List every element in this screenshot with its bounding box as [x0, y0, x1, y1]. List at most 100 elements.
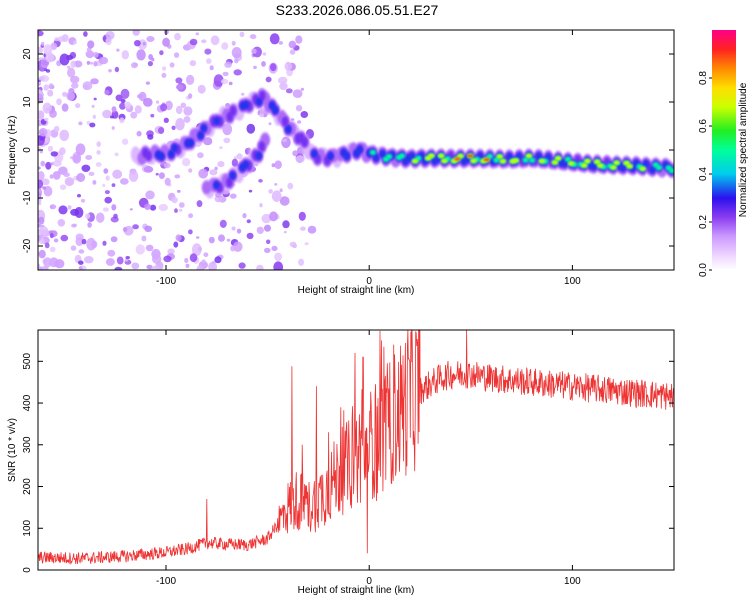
noise-speckle: [146, 36, 155, 42]
noise-speckle: [131, 262, 140, 270]
track-blob: [285, 125, 292, 133]
track-blob: [623, 161, 630, 165]
noise-speckle: [136, 94, 143, 99]
noise-speckle: [162, 37, 171, 47]
noise-speckle: [70, 245, 77, 251]
noise-speckle: [53, 125, 60, 133]
noise-speckle: [175, 105, 183, 115]
track-blob: [496, 154, 503, 159]
noise-speckle: [45, 52, 55, 63]
noise-speckle: [222, 71, 229, 77]
noise-speckle: [38, 146, 41, 153]
noise-speckle: [43, 178, 50, 186]
noise-speckle: [143, 166, 154, 173]
noise-speckle: [92, 114, 97, 119]
x-tick-label: 0: [366, 576, 372, 587]
noise-speckle: [93, 97, 97, 101]
noise-speckle: [259, 203, 263, 208]
snr-panel: -100 0 100 0 100 200 300 400 500 Height of stra…: [7, 329, 675, 596]
y-tick-label: 300: [22, 436, 33, 453]
noise-speckle: [43, 257, 52, 268]
noise-speckle: [120, 88, 130, 99]
track-blob: [470, 158, 477, 163]
noise-speckle: [67, 67, 76, 78]
noise-speckle: [161, 72, 167, 78]
noise-speckle: [163, 117, 169, 124]
noise-speckle: [307, 225, 317, 234]
noise-speckle: [264, 247, 271, 254]
noise-speckle: [95, 212, 105, 223]
track-blob: [259, 90, 266, 101]
track-blob: [522, 157, 529, 163]
noise-speckle: [201, 39, 207, 44]
track-blob: [213, 117, 220, 125]
spectrogram-y-label: Frequency (Hz): [7, 116, 18, 185]
spectrogram-x-ticks: -100 0 100: [156, 30, 581, 287]
noise-speckle: [105, 175, 110, 181]
spectrogram-track-blobs: [130, 87, 674, 199]
noise-speckle: [189, 60, 197, 67]
noise-speckle: [209, 65, 214, 71]
noise-speckle: [66, 65, 71, 69]
noise-speckle: [38, 201, 42, 206]
noise-speckle: [265, 76, 272, 83]
noise-speckle: [96, 141, 101, 147]
noise-speckle: [231, 158, 239, 167]
noise-speckle: [174, 174, 181, 179]
noise-speckle: [203, 137, 213, 146]
noise-speckle: [158, 172, 165, 180]
noise-speckle: [171, 125, 176, 130]
x-tick-label: -100: [156, 276, 176, 287]
noise-speckle: [271, 163, 276, 168]
track-blob: [538, 159, 546, 164]
noise-speckle: [75, 233, 84, 241]
noise-speckle: [59, 129, 70, 141]
noise-speckle: [163, 255, 172, 263]
noise-speckle: [295, 155, 305, 163]
noise-speckle: [234, 156, 238, 160]
noise-speckle: [71, 223, 77, 228]
noise-speckle: [177, 189, 181, 193]
noise-speckle: [208, 236, 215, 244]
noise-speckle: [266, 239, 271, 245]
noise-speckle: [285, 88, 293, 94]
noise-speckle: [38, 76, 45, 81]
noise-speckle: [287, 182, 294, 190]
track-blob: [272, 106, 279, 114]
noise-speckle: [42, 186, 47, 190]
noise-speckle: [158, 203, 168, 212]
noise-speckle: [78, 260, 84, 265]
noise-speckle: [300, 87, 304, 91]
track-blob: [411, 159, 419, 164]
noise-speckle: [147, 61, 153, 67]
track-blob: [168, 150, 175, 158]
noise-speckle: [59, 147, 66, 156]
noise-speckle: [189, 253, 198, 263]
track-blob: [512, 158, 520, 163]
noise-speckle: [175, 234, 182, 242]
y-tick-label: 0: [22, 567, 33, 573]
noise-speckle: [81, 238, 87, 245]
colorbar-label: Normalized spectral amplitude: [738, 82, 749, 217]
noise-speckle: [82, 81, 93, 91]
noise-speckle: [130, 111, 138, 119]
noise-speckle: [81, 164, 91, 172]
x-tick-label: 100: [564, 276, 581, 287]
noise-speckle: [175, 118, 185, 131]
noise-speckle: [188, 213, 194, 219]
noise-speckle: [290, 118, 295, 121]
noise-speckle: [144, 203, 151, 210]
noise-speckle: [221, 42, 229, 50]
noise-speckle: [221, 78, 229, 85]
noise-speckle: [59, 53, 70, 66]
noise-speckle: [269, 33, 280, 45]
colorbar: 0.0 0.2 0.4 0.6 0.8 Normalized spectral ampl…: [698, 30, 749, 277]
noise-speckle: [49, 257, 59, 268]
noise-speckle: [197, 84, 206, 94]
noise-speckle: [105, 31, 115, 40]
noise-speckle: [61, 103, 69, 112]
noise-speckle: [83, 31, 88, 37]
noise-speckle: [113, 213, 118, 219]
noise-speckle: [251, 48, 257, 54]
snr-x-ticks: -100 0 100: [156, 330, 581, 587]
